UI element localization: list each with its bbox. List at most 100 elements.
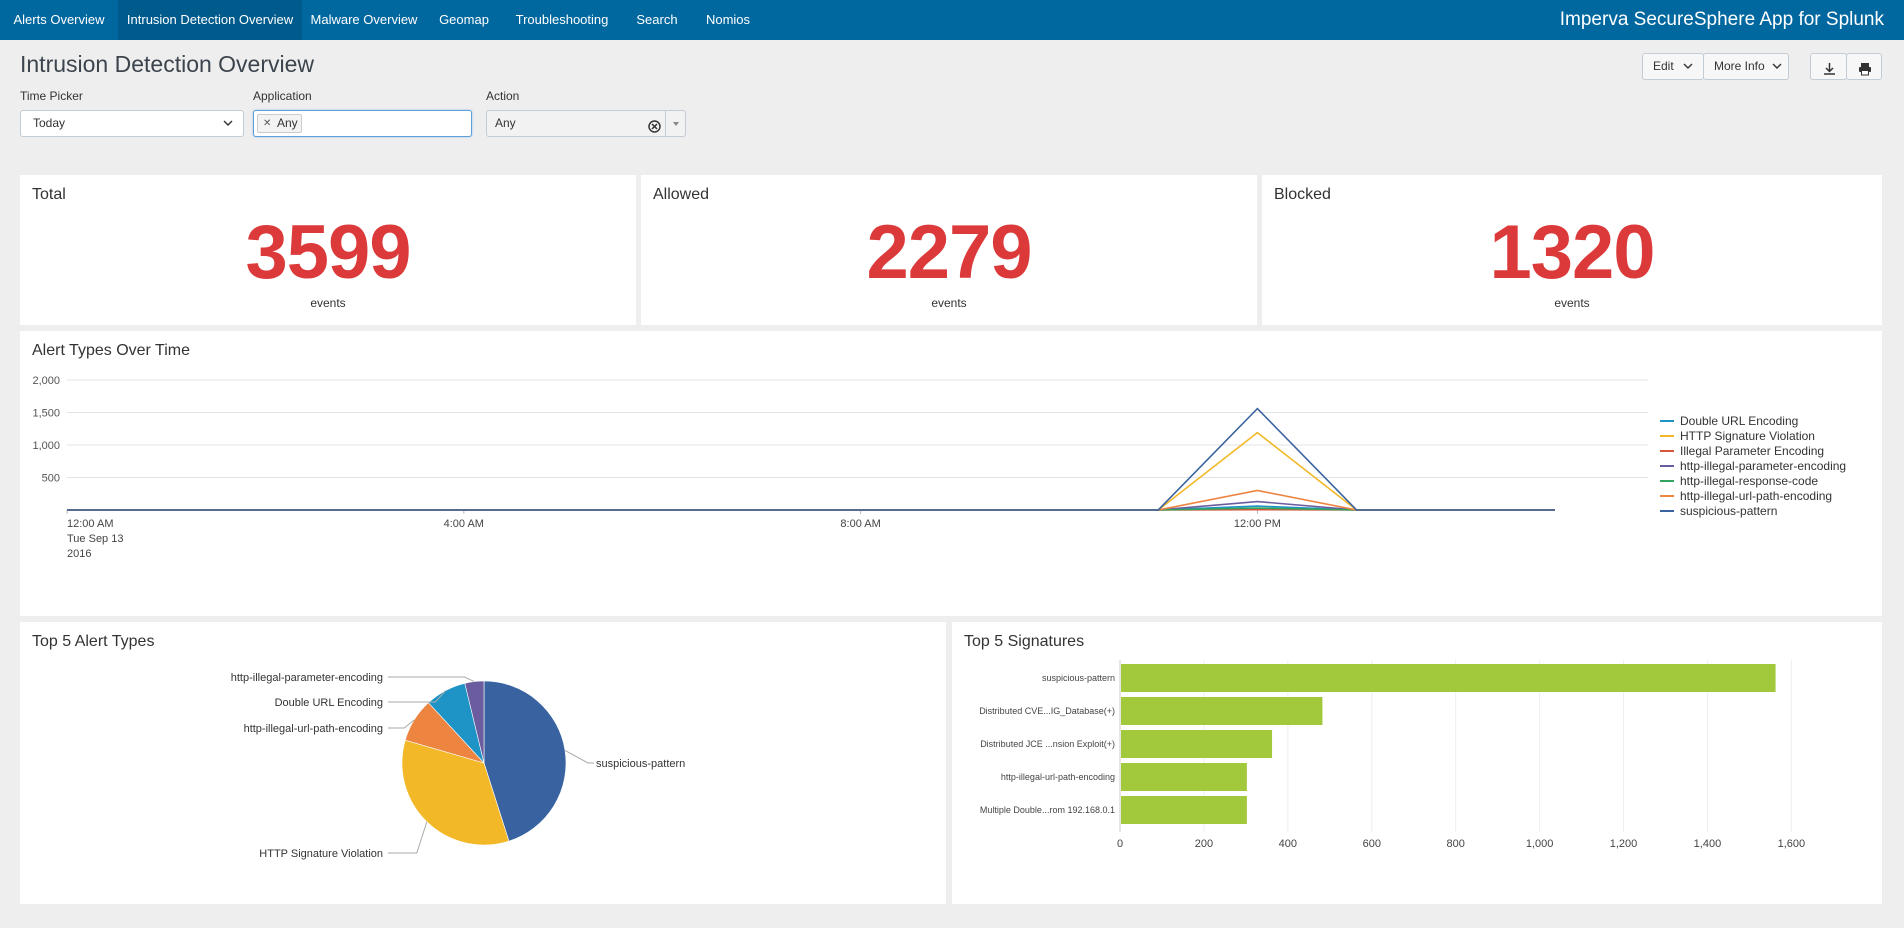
nav-tab-intrusion-detection-overview[interactable]: Intrusion Detection Overview xyxy=(118,0,302,40)
top-5-signatures-panel: Top 5 Signatures 0 200 400 600 800 1,000 1,200… xyxy=(952,622,1882,904)
legend-label: http-illegal-parameter-encoding xyxy=(1680,459,1846,473)
pie-label: http-illegal-url-path-encoding xyxy=(244,723,383,735)
x-tick-label: 1,400 xyxy=(1694,838,1722,850)
single-value[interactable]: 1320 xyxy=(1489,210,1655,295)
chevron-down-icon xyxy=(1683,54,1693,88)
time-picker-select[interactable]: Today xyxy=(20,110,244,137)
application-multiselect[interactable]: ✕ Any xyxy=(253,110,472,137)
application-token: ✕ Any xyxy=(257,114,302,133)
legend-label: http-illegal-response-code xyxy=(1680,474,1818,488)
more-info-label: More Info xyxy=(1714,59,1765,73)
dropdown-caret-icon[interactable] xyxy=(665,111,685,136)
application-token-label: Any xyxy=(277,116,298,130)
top-5-alert-types-panel: Top 5 Alert Types suspicious-pattern HTTP… xyxy=(20,622,946,904)
x-tick-label: 600 xyxy=(1363,838,1381,850)
pie-leader-line xyxy=(388,821,428,854)
panel-title: Total xyxy=(32,186,66,203)
single-value-unit: events xyxy=(310,296,346,310)
single-value[interactable]: 3599 xyxy=(245,210,411,295)
x-tick-label: 1,200 xyxy=(1610,838,1638,850)
action-select[interactable]: Any xyxy=(486,110,686,137)
chevron-down-icon xyxy=(223,111,233,145)
print-button[interactable] xyxy=(1846,53,1882,80)
y-tick-label: 2,000 xyxy=(32,375,60,387)
single-value-panel-total: Total 3599 events xyxy=(20,175,636,325)
x-tick-label: 4:00 AM xyxy=(444,518,484,530)
clear-icon[interactable] xyxy=(648,117,661,142)
single-value-unit: events xyxy=(1554,296,1590,310)
top-nav: Alerts Overview Intrusion Detection Overv… xyxy=(0,0,1904,40)
pie-label: Double URL Encoding xyxy=(275,697,383,709)
panel-title: Top 5 Signatures xyxy=(964,633,1085,650)
remove-token-icon[interactable]: ✕ xyxy=(263,118,272,129)
line-chart: 500 1,000 1,500 2,000 12:00 AM 4:00 AM 8:00 AM… xyxy=(32,375,1846,560)
x-tick-label: Tue Sep 13 xyxy=(67,533,123,545)
alert-types-over-time-panel: Alert Types Over Time 500 1,000 1,500 2,000… xyxy=(20,331,1882,616)
pie-slice xyxy=(483,680,567,842)
bar-category-label: http-illegal-url-path-encoding xyxy=(1001,772,1115,782)
pie-leader-line xyxy=(388,690,446,703)
single-value-panel-blocked: Blocked 1320 events xyxy=(1262,175,1882,325)
x-tick-label: 1,000 xyxy=(1526,838,1554,850)
y-tick-label: 500 xyxy=(42,473,60,485)
bar-category-label: Distributed JCE ...nsion Exploit(+) xyxy=(980,739,1115,749)
y-tick-label: 1,000 xyxy=(32,440,60,452)
bar xyxy=(1121,796,1247,824)
bar-category-label: suspicious-pattern xyxy=(1042,673,1115,683)
nav-tab-malware-overview[interactable]: Malware Overview xyxy=(310,12,418,27)
single-value-panel-allowed: Allowed 2279 events xyxy=(641,175,1257,325)
panel-title: Blocked xyxy=(1274,186,1331,203)
nav-tab-alerts-overview[interactable]: Alerts Overview xyxy=(13,12,105,27)
page-title: Intrusion Detection Overview xyxy=(20,51,315,77)
single-value[interactable]: 2279 xyxy=(866,210,1032,295)
series-line xyxy=(67,489,1555,511)
legend-label: Double URL Encoding xyxy=(1680,414,1798,428)
bar-category-label: Distributed CVE...IG_Database(+) xyxy=(979,706,1115,716)
bar xyxy=(1121,664,1776,692)
pie-leader-line xyxy=(564,749,594,764)
pie-chart: suspicious-pattern HTTP Signature Violati… xyxy=(231,672,686,860)
legend-label: suspicious-pattern xyxy=(1680,504,1777,518)
printer-icon xyxy=(1858,60,1872,85)
app-title: Imperva SecureSphere App for Splunk xyxy=(1559,9,1884,30)
single-value-unit: events xyxy=(931,296,967,310)
panel-title: Alert Types Over Time xyxy=(32,342,190,359)
x-tick-label: 1,600 xyxy=(1778,838,1806,850)
nav-tab-geomap[interactable]: Geomap xyxy=(439,12,489,27)
download-icon xyxy=(1823,60,1836,85)
bar xyxy=(1121,730,1273,758)
chevron-down-icon xyxy=(1772,54,1782,88)
panel-title: Allowed xyxy=(653,186,710,203)
time-picker-label: Time Picker xyxy=(20,89,83,103)
bar-chart: 0 200 400 600 800 1,000 1,200 1,400 1,600 suspici… xyxy=(979,660,1806,850)
x-tick-label: 8:00 AM xyxy=(840,518,880,530)
more-info-button[interactable]: More Info xyxy=(1703,53,1789,80)
x-tick-label: 800 xyxy=(1447,838,1465,850)
series-line xyxy=(67,431,1555,511)
edit-button[interactable]: Edit xyxy=(1642,53,1704,80)
nav-tab-troubleshooting[interactable]: Troubleshooting xyxy=(515,12,609,27)
x-tick-label: 2016 xyxy=(67,548,91,560)
export-button[interactable] xyxy=(1810,53,1847,80)
pie-leader-line xyxy=(388,676,475,683)
x-tick-label: 12:00 AM xyxy=(67,518,113,530)
action-label: Action xyxy=(486,89,520,103)
x-tick-label: 200 xyxy=(1195,838,1213,850)
nav-tab-search[interactable]: Search xyxy=(636,12,678,27)
action-value: Any xyxy=(495,116,516,130)
time-picker-value: Today xyxy=(33,116,66,130)
pie-leader-line xyxy=(388,719,415,729)
edit-label: Edit xyxy=(1653,59,1674,73)
application-label: Application xyxy=(253,89,312,103)
legend-label: Illegal Parameter Encoding xyxy=(1680,444,1824,458)
x-tick-label: 12:00 PM xyxy=(1234,518,1281,530)
bar-category-label: Multiple Double...rom 192.168.0.1 xyxy=(980,805,1115,815)
pie-label: http-illegal-parameter-encoding xyxy=(231,672,383,684)
series-line xyxy=(67,407,1555,511)
panel-title: Top 5 Alert Types xyxy=(32,633,155,650)
x-tick-label: 400 xyxy=(1279,838,1297,850)
x-tick-label: 0 xyxy=(1117,838,1123,850)
bar xyxy=(1121,697,1323,725)
bar xyxy=(1121,763,1247,791)
nav-tab-nomios[interactable]: Nomios xyxy=(705,12,751,27)
